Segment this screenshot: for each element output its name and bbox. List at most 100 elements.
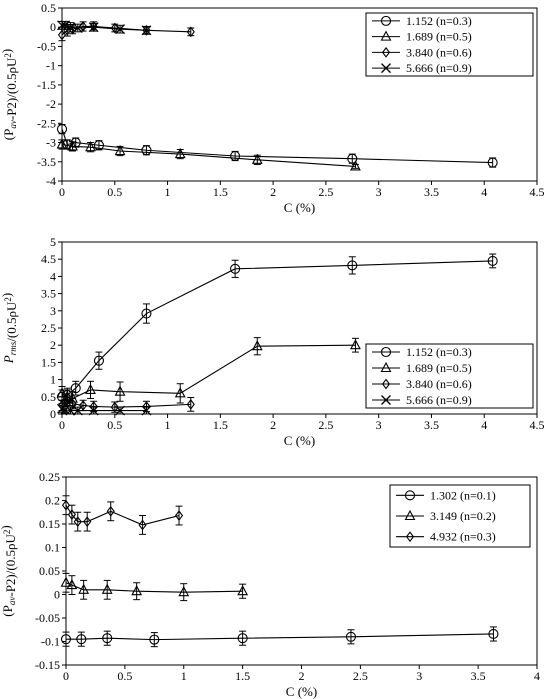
data-point-diamond — [138, 519, 147, 531]
x-tick-label: 1 — [181, 669, 187, 683]
data-point-cross — [65, 405, 76, 416]
x-tick-label: 4 — [534, 669, 540, 683]
legend-marker-circle — [404, 490, 416, 501]
y-tick-label: -4 — [46, 174, 56, 188]
data-point-diamond — [186, 398, 195, 410]
chart-panel-middle: 0 0.5 1 1.5 2 2.5 3 3.5 4 4.500.511.522.533.544.5… — [0, 235, 545, 448]
data-point-circle — [70, 383, 81, 394]
data-point-circle — [76, 634, 87, 645]
series-triangle — [60, 572, 249, 602]
legend-item: 1.152 (n=0.3) — [372, 345, 472, 359]
data-point-circle — [56, 124, 68, 135]
legend-marker-triangle — [404, 509, 416, 521]
data-point-triangle — [85, 383, 96, 394]
data-point-circle — [102, 633, 113, 644]
legend-marker-triangle — [380, 361, 392, 373]
data-point-triangle — [56, 387, 68, 398]
data-point-triangle — [174, 387, 186, 398]
data-point-diamond — [73, 516, 82, 528]
legend-item: 5.666 (n=0.9) — [372, 393, 472, 407]
data-point-cross — [141, 25, 152, 36]
x-tick-label: 1.5 — [213, 185, 228, 199]
y-tick-label: -0.1 — [41, 635, 60, 649]
data-point-triangle — [60, 576, 72, 587]
legend-label: 1.302 (n=0.1) — [430, 488, 496, 502]
x-tick-label: 0 — [59, 418, 65, 432]
x-tick-label: 3 — [376, 185, 382, 199]
series-triangle — [56, 138, 361, 171]
error-bar — [68, 504, 76, 525]
data-point-circle — [347, 260, 358, 271]
data-point-triangle — [66, 578, 78, 590]
legend-label: 3.840 (n=0.6) — [406, 45, 472, 59]
series-line — [61, 128, 493, 164]
legend-item: 1.302 (n=0.1) — [396, 488, 496, 502]
legend-label: 3.149 (n=0.2) — [430, 509, 496, 523]
x-tick-label: 0.5 — [117, 669, 132, 683]
y-tick-label: 4 — [50, 269, 56, 283]
data-point-diamond — [106, 505, 115, 517]
y-tick-label: 0.2 — [45, 494, 60, 508]
x-tick-label: 0 — [63, 669, 69, 683]
legend-label: 3.840 (n=0.6) — [406, 377, 472, 391]
legend-marker-diamond — [405, 531, 415, 543]
legend-item: 4.932 (n=0.3) — [396, 530, 496, 544]
data-point-triangle — [101, 583, 113, 594]
y-tick-label: 0.5 — [41, 1, 56, 15]
data-point-triangle — [85, 140, 96, 152]
legend: 1.302 (n=0.1) 3.149 (n=0.2) 4.932 (n=0.3) — [389, 484, 531, 548]
error-bar — [62, 572, 70, 593]
x-tick-label: 1.5 — [235, 669, 250, 683]
data-point-diamond — [61, 499, 71, 511]
error-bar — [142, 303, 150, 324]
data-point-triangle — [350, 339, 361, 350]
y-tick-label: 5 — [50, 235, 56, 249]
x-tick-label: 4 — [481, 185, 487, 199]
y-tick-label: 0 — [50, 20, 56, 34]
error-bar — [139, 515, 147, 535]
legend-marker-circle — [380, 346, 392, 358]
y-axis-label: (Pav-P2)/(0.5ρU2) — [0, 525, 18, 616]
data-point-cross — [72, 23, 83, 33]
x-tick-label: 0.5 — [107, 185, 122, 199]
data-point-diamond — [79, 399, 88, 411]
error-bar — [95, 351, 103, 370]
data-point-diamond — [186, 26, 195, 38]
data-point-circle — [488, 628, 499, 640]
y-tick-label: -2.5 — [37, 116, 56, 130]
error-bar — [348, 256, 356, 275]
y-tick-label: 1 — [50, 373, 56, 387]
x-tick-label: 4 — [481, 418, 487, 432]
legend: 1.152 (n=0.3) 1.689 (n=0.5) 3.840 (n=0.6) 5… — [365, 343, 534, 409]
series-cross — [57, 403, 152, 416]
data-point-circle — [347, 153, 358, 164]
y-tick-label: -0.05 — [35, 611, 60, 625]
legend-box — [365, 343, 534, 409]
legend-item: 3.149 (n=0.2) — [396, 509, 496, 523]
y-tick-label: -0.5 — [37, 39, 56, 53]
data-point-circle — [149, 634, 160, 645]
data-point-triangle — [67, 140, 78, 151]
data-point-circle — [93, 355, 104, 366]
x-tick-label: 2.5 — [353, 669, 368, 683]
legend-marker-triangle — [380, 30, 392, 41]
data-point-circle — [237, 633, 248, 644]
data-point-circle — [141, 308, 152, 319]
legend-marker-diamond — [381, 46, 391, 58]
data-point-triangle — [251, 340, 263, 351]
y-tick-label: 2 — [50, 338, 56, 352]
x-tick-label: 2.5 — [318, 418, 333, 432]
legend-label: 1.689 (n=0.5) — [406, 361, 472, 375]
data-point-diamond — [174, 510, 184, 521]
y-tick-label: 1.5 — [41, 355, 56, 369]
error-bar — [116, 381, 124, 402]
y-tick-label: -3.5 — [37, 155, 56, 169]
legend-item: 1.689 (n=0.5) — [372, 361, 472, 375]
x-tick-label: 2.5 — [318, 185, 333, 199]
legend-label: 5.666 (n=0.9) — [406, 61, 472, 75]
error-bar — [107, 501, 115, 522]
x-tick-label: 0.5 — [107, 418, 122, 432]
legend-label: 1.152 (n=0.3) — [406, 14, 472, 28]
error-bar — [80, 579, 88, 600]
x-tick-label: 2 — [299, 669, 305, 683]
